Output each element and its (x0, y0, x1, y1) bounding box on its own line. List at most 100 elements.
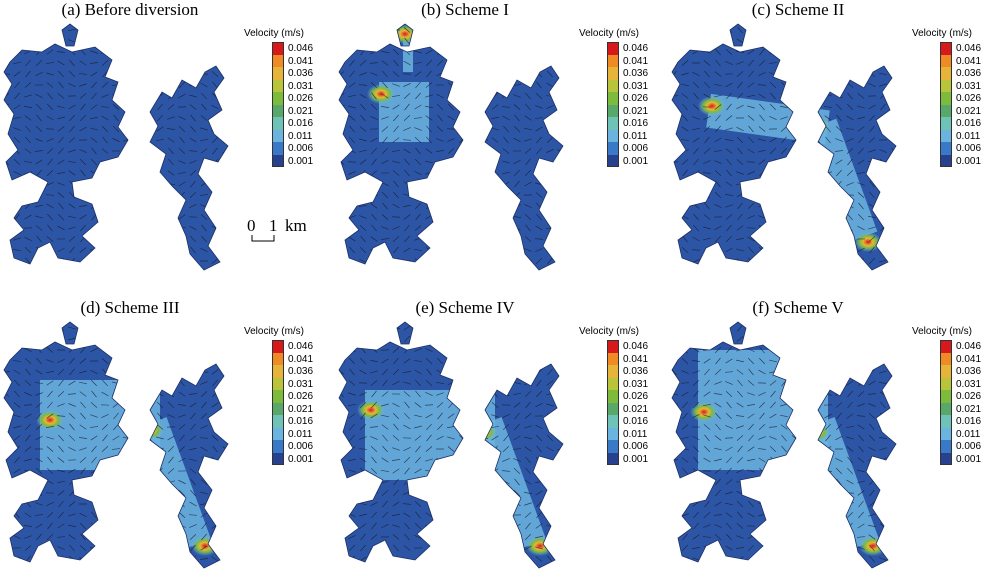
legend-swatch (272, 117, 284, 130)
legend-item: 0.016 (912, 117, 998, 130)
legend-label: 0.046 (288, 341, 313, 353)
legend-swatch (940, 105, 952, 118)
legend-label: 0.041 (956, 354, 981, 366)
legend-swatch (607, 130, 619, 143)
legend-swatch (272, 142, 284, 155)
legend-item: 0.011 (579, 428, 665, 441)
legend-label: 0.031 (956, 379, 981, 391)
legend-swatch (940, 92, 952, 105)
legend-label: 0.046 (623, 341, 648, 353)
legend-swatch (940, 155, 952, 168)
legend-label: 0.006 (288, 441, 313, 453)
legend-item: 0.021 (579, 403, 665, 416)
legend-swatch (272, 55, 284, 68)
legend-item: 0.011 (244, 428, 330, 441)
legend-title: Velocity (m/s) (912, 28, 998, 40)
lake-map (0, 320, 240, 570)
legend-swatch (272, 130, 284, 143)
legend-item: 0.041 (244, 55, 330, 68)
legend-label: 0.026 (956, 93, 981, 105)
legend-item: 0.036 (579, 67, 665, 80)
legend-title: Velocity (m/s) (244, 326, 330, 338)
legend-item: 0.016 (912, 415, 998, 428)
legend-swatch (607, 440, 619, 453)
legend-swatch (272, 105, 284, 118)
legend-swatch (940, 428, 952, 441)
legend-swatch (272, 390, 284, 403)
legend-label: 0.021 (623, 106, 648, 118)
legend-label: 0.026 (623, 391, 648, 403)
legend-swatch (607, 155, 619, 168)
legend-swatch (940, 55, 952, 68)
legend-item: 0.021 (912, 105, 998, 118)
legend-title: Velocity (m/s) (579, 326, 665, 338)
legend-swatch (607, 378, 619, 391)
legend-label: 0.001 (623, 454, 648, 466)
legend-swatch (607, 42, 619, 55)
legend-swatch (272, 353, 284, 366)
legend-swatch (607, 117, 619, 130)
legend-item: 0.001 (244, 155, 330, 168)
legend-swatch (607, 340, 619, 353)
legend-swatch (607, 142, 619, 155)
legend-swatch (940, 353, 952, 366)
legend-item: 0.011 (912, 130, 998, 143)
legend-label: 0.036 (956, 366, 981, 378)
scale-line (244, 217, 284, 247)
legend-label: 0.026 (288, 93, 313, 105)
legend-label: 0.006 (288, 143, 313, 155)
legend-item: 0.006 (912, 440, 998, 453)
legend-swatch (940, 67, 952, 80)
legend-label: 0.011 (288, 131, 312, 143)
legend-item: 0.041 (579, 353, 665, 366)
legend-item: 0.006 (579, 142, 665, 155)
legend-item: 0.036 (579, 365, 665, 378)
legend-item: 0.001 (912, 453, 998, 466)
legend-label: 0.016 (623, 416, 648, 428)
legend-swatch (272, 365, 284, 378)
legend-swatch (272, 155, 284, 168)
legend-swatch (940, 142, 952, 155)
legend-swatch (940, 390, 952, 403)
legend-label: 0.006 (956, 143, 981, 155)
legend-label: 0.016 (623, 118, 648, 130)
panel-title: (a) Before diversion (0, 0, 260, 20)
legend-label: 0.026 (288, 391, 313, 403)
legend-item: 0.011 (912, 428, 998, 441)
panel-title: (b) Scheme I (335, 0, 595, 20)
legend-swatch (607, 390, 619, 403)
legend-label: 0.021 (956, 404, 981, 416)
legend-swatch (940, 378, 952, 391)
legend-swatch (940, 453, 952, 466)
legend-swatch (940, 440, 952, 453)
lake-map (0, 22, 240, 272)
legend-item: 0.021 (912, 403, 998, 416)
legend-item: 0.026 (912, 92, 998, 105)
lake-map (335, 320, 575, 570)
legend-item: 0.026 (579, 390, 665, 403)
legend-label: 0.006 (956, 441, 981, 453)
legend-item: 0.046 (244, 340, 330, 353)
legend-label: 0.046 (956, 341, 981, 353)
legend-swatch (607, 55, 619, 68)
legend-item: 0.041 (579, 55, 665, 68)
legend-label: 0.001 (956, 156, 981, 168)
legend-swatch (607, 105, 619, 118)
legend-item: 0.041 (912, 353, 998, 366)
legend-item: 0.046 (912, 42, 998, 55)
legend-item: 0.041 (244, 353, 330, 366)
legend-label: 0.006 (623, 441, 648, 453)
legend-label: 0.036 (623, 68, 648, 80)
panel-title: (f) Scheme V (668, 298, 928, 318)
legend-swatch (607, 365, 619, 378)
panel-a: (a) Before diversion Velocity (m/s) 0.04… (0, 0, 330, 290)
legend-swatch (272, 378, 284, 391)
